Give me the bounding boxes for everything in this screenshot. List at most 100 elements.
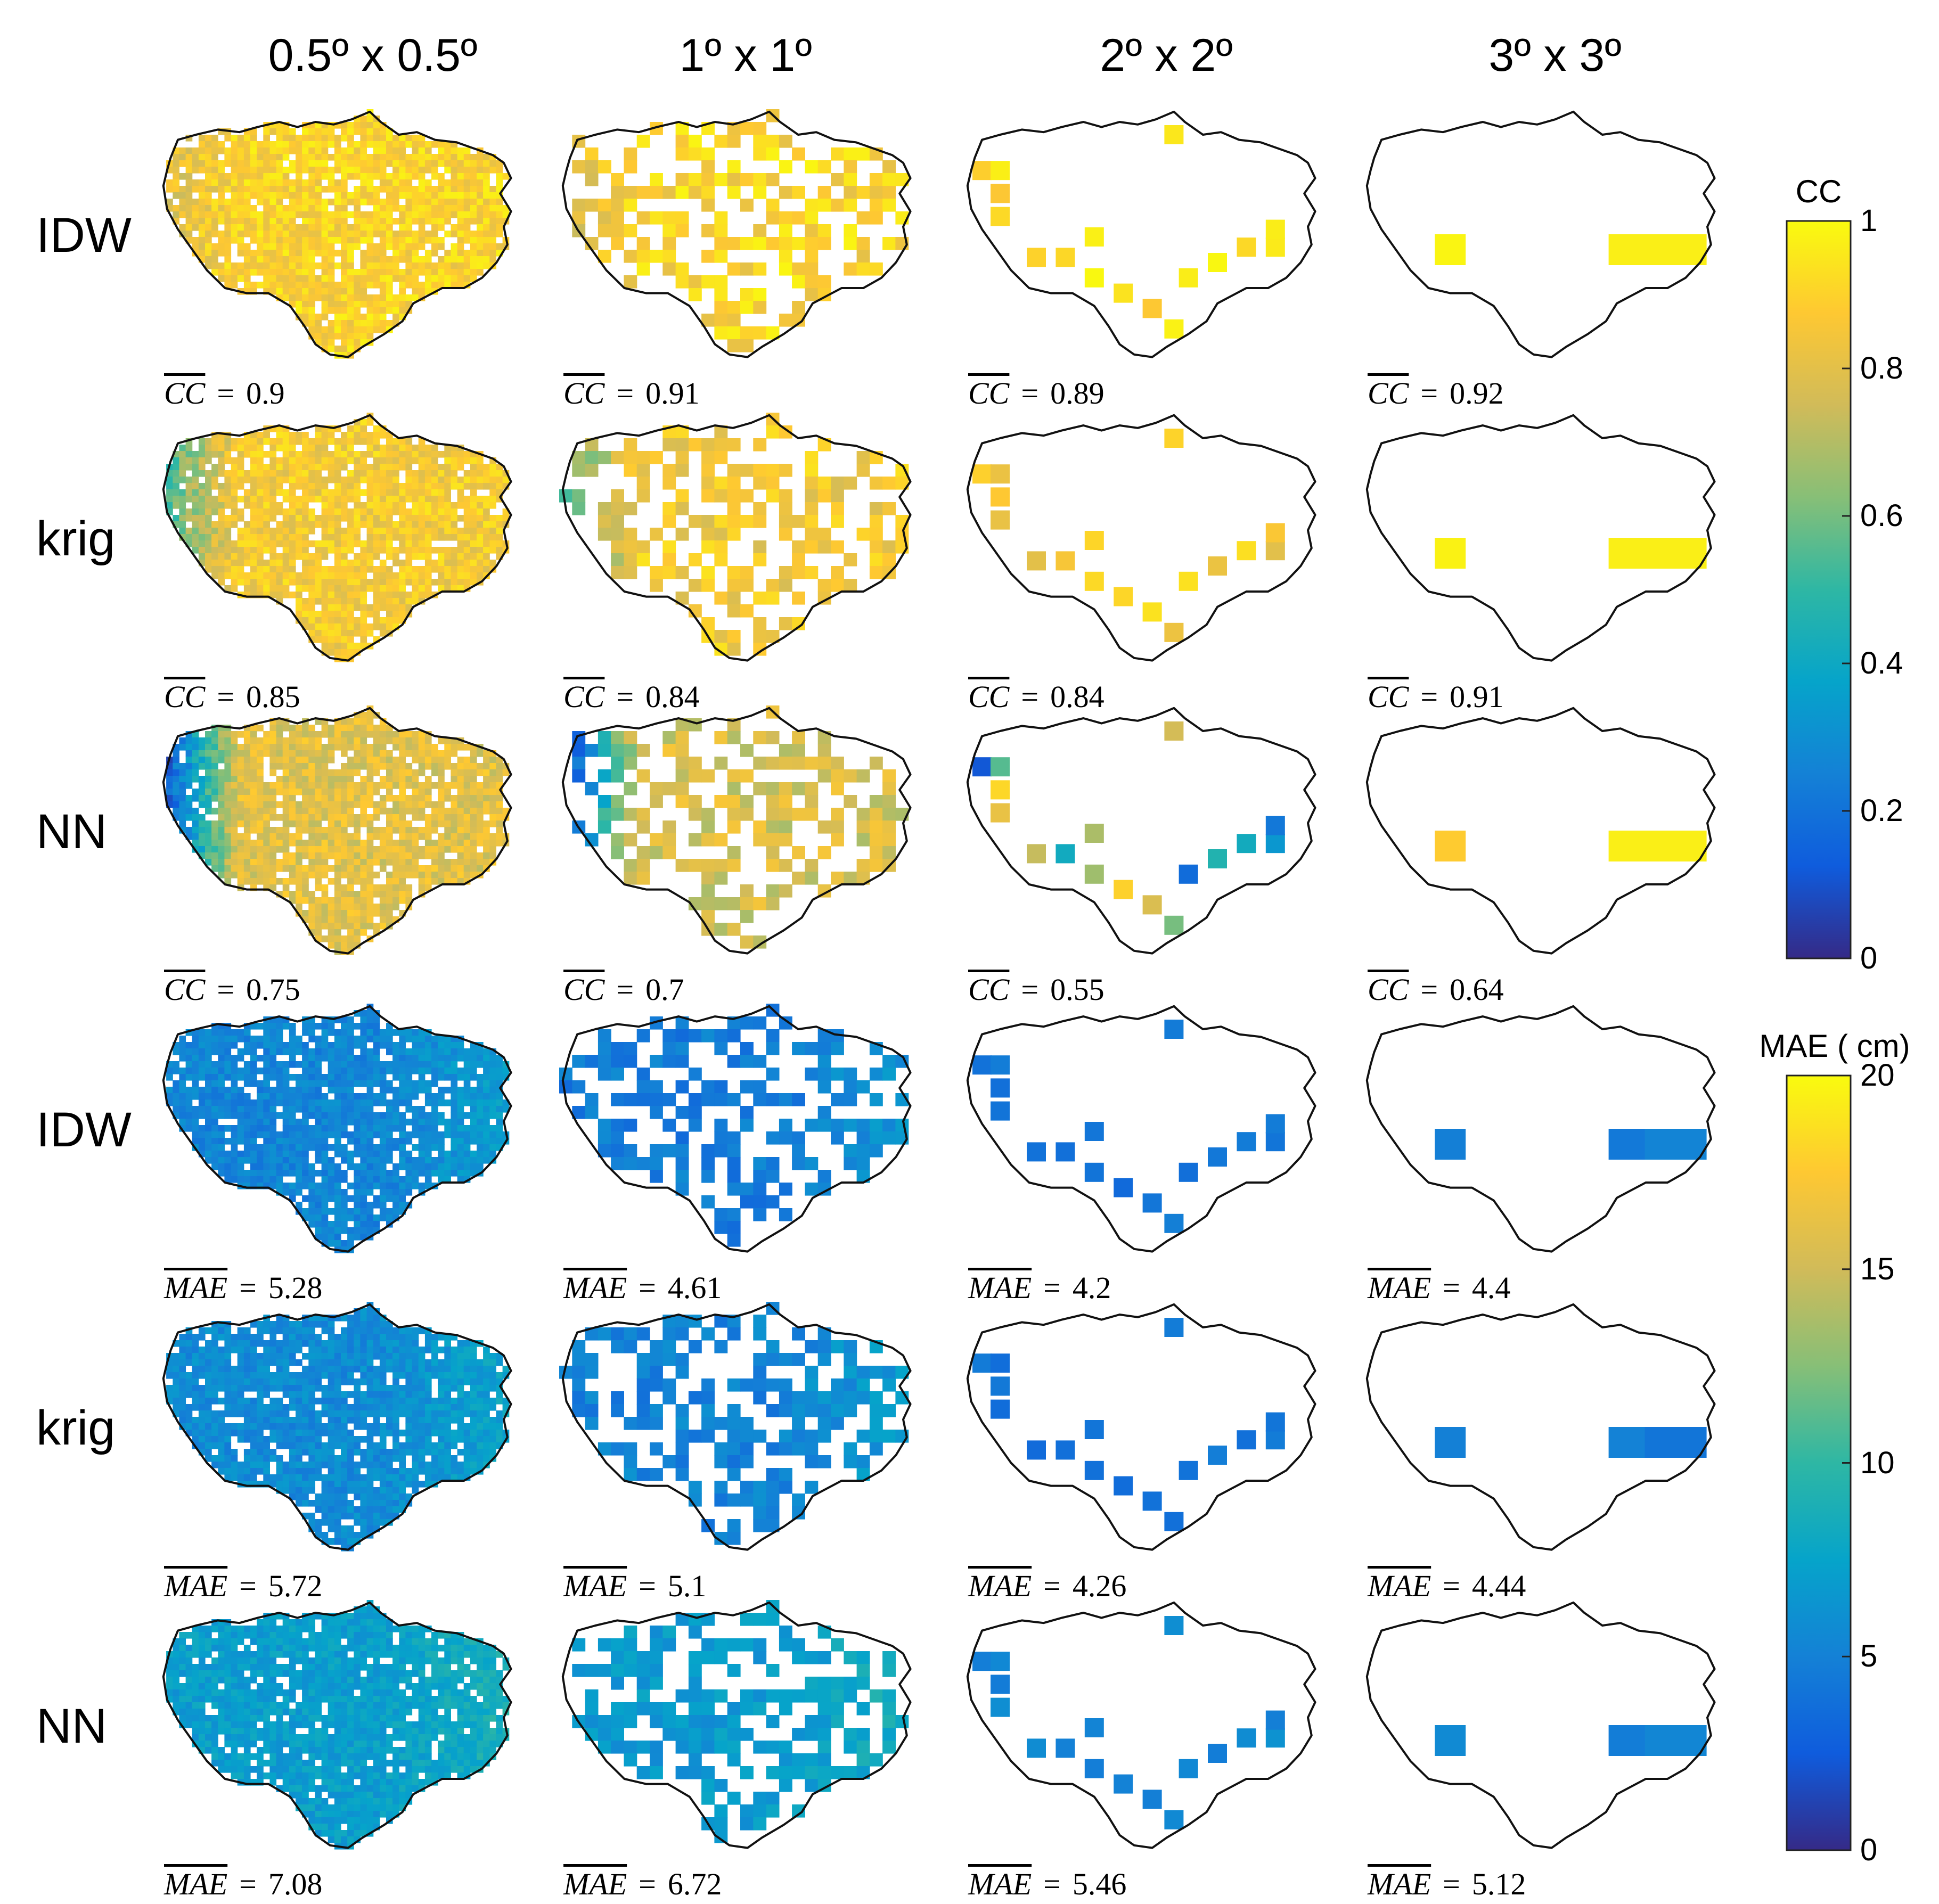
grid-cell xyxy=(237,445,244,452)
grid-cell xyxy=(296,744,302,751)
grid-cell xyxy=(392,560,399,567)
grid-cell xyxy=(766,425,780,439)
grid-cell xyxy=(250,135,257,142)
grid-cell xyxy=(179,515,186,522)
grid-cell xyxy=(457,282,464,289)
grid-cell xyxy=(341,199,348,206)
grid-cell xyxy=(373,147,380,154)
grid-cell xyxy=(308,470,315,477)
grid-cell xyxy=(302,782,309,789)
grid-cell xyxy=(470,269,477,276)
grid-cell xyxy=(805,160,819,174)
grid-cell xyxy=(296,470,302,477)
grid-cell xyxy=(489,186,496,193)
grid-cell xyxy=(257,1068,264,1074)
grid-cell xyxy=(173,763,179,770)
grid-cell xyxy=(354,1061,361,1068)
grid-cell xyxy=(289,534,296,541)
grid-cell xyxy=(379,833,387,840)
grid-cell xyxy=(347,884,354,891)
grid-cell xyxy=(1237,834,1256,853)
grid-cell xyxy=(438,224,445,231)
grid-cell xyxy=(444,585,451,592)
grid-cell xyxy=(179,1093,186,1100)
grid-cell xyxy=(334,833,341,840)
grid-cell xyxy=(424,884,432,891)
grid-cell xyxy=(341,649,348,656)
grid-cell xyxy=(424,186,432,193)
grid-cell xyxy=(166,1068,173,1074)
grid-cell xyxy=(211,1042,218,1049)
grid-cell xyxy=(463,160,471,167)
grid-cell xyxy=(379,218,387,225)
grid-cell xyxy=(399,1042,406,1049)
grid-cell xyxy=(347,840,354,847)
grid-cell xyxy=(231,282,238,289)
grid-cell xyxy=(302,750,309,757)
grid-cell xyxy=(205,553,212,560)
grid-cell xyxy=(179,205,186,212)
grid-cell xyxy=(321,859,329,866)
grid-cell xyxy=(263,470,270,477)
grid-cell xyxy=(991,487,1010,507)
grid-cell xyxy=(192,205,199,212)
grid-cell xyxy=(218,438,225,445)
grid-cell xyxy=(366,1074,374,1081)
grid-cell xyxy=(869,859,883,872)
grid-cell xyxy=(250,147,257,154)
grid-cell xyxy=(496,231,503,237)
grid-cell xyxy=(211,256,218,263)
grid-cell xyxy=(405,763,413,770)
grid-cell xyxy=(438,483,445,490)
grid-cell xyxy=(386,840,393,847)
grid-cell xyxy=(360,1029,367,1036)
grid-cell xyxy=(302,827,309,834)
grid-cell xyxy=(360,186,367,193)
grid-cell xyxy=(315,160,322,167)
grid-cell xyxy=(451,814,458,821)
grid-cell xyxy=(198,521,206,528)
grid-cell xyxy=(624,438,637,452)
grid-cell xyxy=(205,1093,212,1100)
grid-cell xyxy=(347,636,354,643)
grid-cell xyxy=(392,604,399,611)
grid-cell xyxy=(269,833,277,840)
grid-cell xyxy=(451,553,458,560)
grid-cell xyxy=(321,782,329,789)
grid-cell xyxy=(412,256,419,263)
grid-cell xyxy=(315,1048,322,1055)
grid-cell xyxy=(483,846,490,853)
grid-cell xyxy=(444,827,451,834)
grid-cell xyxy=(354,585,361,592)
grid-cell xyxy=(321,904,329,910)
grid-cell xyxy=(405,515,413,522)
grid-cell xyxy=(341,891,348,898)
grid-cell xyxy=(243,528,251,535)
grid-cell xyxy=(360,489,367,496)
grid-cell xyxy=(405,496,413,503)
grid-cell xyxy=(354,301,361,308)
grid-cell xyxy=(392,1074,399,1081)
grid-cell xyxy=(224,489,232,496)
grid-cell xyxy=(243,173,251,180)
grid-cell xyxy=(341,346,348,352)
grid-cell xyxy=(1645,234,1707,265)
grid-cell xyxy=(405,579,413,586)
grid-cell xyxy=(360,611,367,618)
grid-cell xyxy=(192,211,199,218)
grid-cell xyxy=(740,808,754,821)
grid-cell xyxy=(334,199,341,206)
grid-cell xyxy=(341,438,348,445)
grid-cell xyxy=(636,769,650,783)
grid-cell xyxy=(328,167,335,174)
grid-cell xyxy=(321,725,329,732)
grid-cell xyxy=(727,923,741,936)
grid-cell xyxy=(399,744,406,751)
grid-cell xyxy=(282,288,290,295)
grid-cell xyxy=(334,1099,341,1106)
grid-cell xyxy=(328,477,335,483)
grid-cell xyxy=(457,186,464,193)
grid-cell xyxy=(727,339,741,352)
grid-cell xyxy=(315,167,322,174)
grid-cell xyxy=(302,566,309,573)
